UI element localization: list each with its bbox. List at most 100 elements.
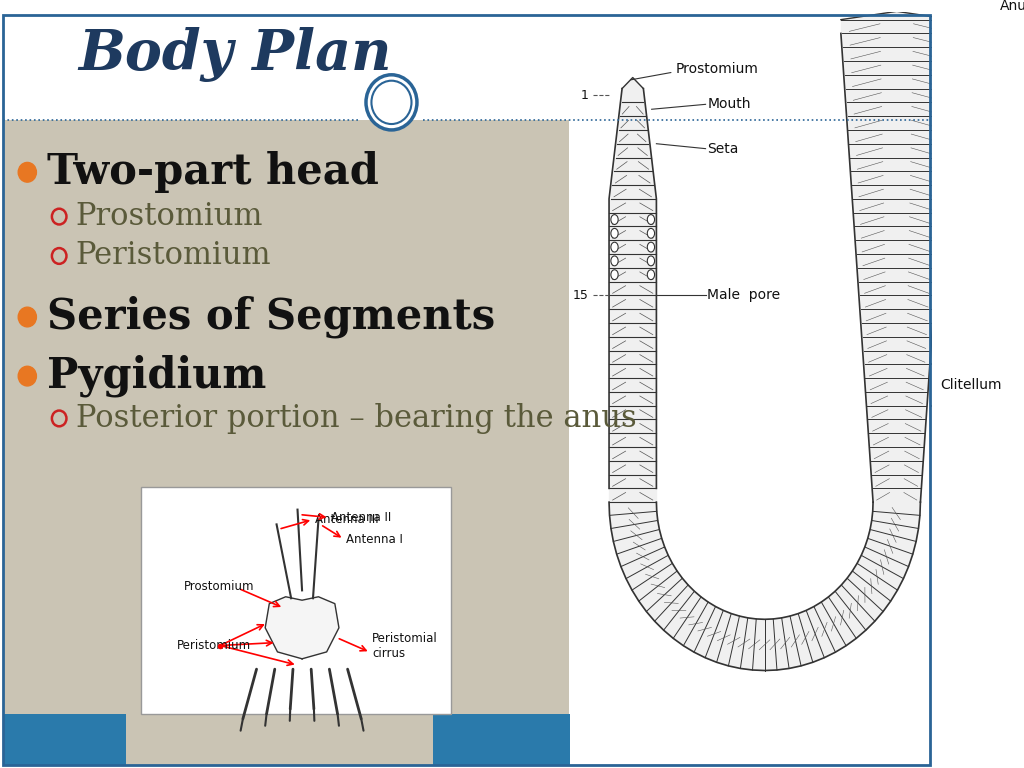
Polygon shape bbox=[609, 488, 656, 502]
Polygon shape bbox=[867, 406, 926, 419]
Polygon shape bbox=[846, 88, 948, 102]
Polygon shape bbox=[865, 378, 928, 392]
Polygon shape bbox=[861, 310, 933, 323]
Polygon shape bbox=[609, 502, 921, 670]
Polygon shape bbox=[869, 433, 925, 447]
Polygon shape bbox=[864, 364, 929, 378]
FancyBboxPatch shape bbox=[3, 713, 126, 765]
Polygon shape bbox=[841, 20, 952, 34]
Polygon shape bbox=[609, 364, 656, 378]
Polygon shape bbox=[609, 296, 656, 310]
Polygon shape bbox=[609, 282, 656, 296]
Polygon shape bbox=[609, 475, 656, 488]
FancyBboxPatch shape bbox=[3, 120, 569, 765]
Polygon shape bbox=[858, 268, 936, 282]
Text: Antenna III: Antenna III bbox=[314, 513, 379, 526]
Ellipse shape bbox=[647, 256, 654, 266]
Circle shape bbox=[372, 81, 412, 124]
Text: Anus: Anus bbox=[1000, 0, 1024, 12]
Polygon shape bbox=[609, 213, 656, 227]
Polygon shape bbox=[609, 392, 656, 406]
Polygon shape bbox=[852, 185, 941, 199]
Polygon shape bbox=[856, 240, 937, 254]
Polygon shape bbox=[622, 88, 643, 102]
Ellipse shape bbox=[611, 256, 618, 266]
Polygon shape bbox=[873, 488, 921, 502]
Polygon shape bbox=[609, 323, 656, 336]
FancyBboxPatch shape bbox=[141, 488, 451, 713]
Polygon shape bbox=[609, 254, 656, 268]
Polygon shape bbox=[612, 171, 653, 185]
Ellipse shape bbox=[611, 270, 618, 280]
Text: Peristomial
cirrus: Peristomial cirrus bbox=[372, 631, 438, 660]
Polygon shape bbox=[622, 78, 643, 88]
Polygon shape bbox=[859, 282, 935, 296]
Polygon shape bbox=[855, 227, 938, 240]
Polygon shape bbox=[609, 227, 656, 240]
Polygon shape bbox=[860, 296, 934, 310]
Polygon shape bbox=[849, 130, 945, 144]
Polygon shape bbox=[609, 447, 656, 461]
Text: Seta: Seta bbox=[708, 141, 738, 156]
Polygon shape bbox=[872, 475, 922, 488]
Polygon shape bbox=[857, 254, 937, 268]
Ellipse shape bbox=[647, 228, 654, 238]
Text: 1: 1 bbox=[582, 89, 589, 102]
Circle shape bbox=[18, 307, 37, 327]
Text: Pygidium: Pygidium bbox=[47, 355, 266, 397]
Polygon shape bbox=[618, 116, 646, 130]
Polygon shape bbox=[862, 323, 932, 336]
Polygon shape bbox=[848, 116, 946, 130]
Text: Peristomium: Peristomium bbox=[76, 240, 271, 271]
Text: Male  pore: Male pore bbox=[708, 288, 780, 303]
Polygon shape bbox=[614, 157, 651, 171]
Ellipse shape bbox=[611, 242, 618, 252]
Text: Prostomium: Prostomium bbox=[183, 580, 254, 593]
Text: Prostomium: Prostomium bbox=[76, 201, 263, 232]
Text: Mouth: Mouth bbox=[708, 98, 751, 111]
Ellipse shape bbox=[611, 228, 618, 238]
Polygon shape bbox=[844, 61, 950, 74]
Polygon shape bbox=[853, 199, 940, 213]
Polygon shape bbox=[609, 378, 656, 392]
Polygon shape bbox=[265, 597, 339, 659]
Polygon shape bbox=[610, 185, 654, 199]
Text: Series of Segments: Series of Segments bbox=[47, 296, 496, 338]
Polygon shape bbox=[609, 268, 656, 282]
Polygon shape bbox=[870, 447, 924, 461]
Polygon shape bbox=[609, 199, 656, 213]
Polygon shape bbox=[851, 171, 942, 185]
Circle shape bbox=[18, 366, 37, 386]
Circle shape bbox=[18, 162, 37, 182]
Circle shape bbox=[366, 74, 417, 130]
Ellipse shape bbox=[647, 214, 654, 224]
Polygon shape bbox=[845, 74, 949, 88]
Text: Two-part head: Two-part head bbox=[47, 151, 379, 194]
Polygon shape bbox=[863, 350, 930, 364]
Polygon shape bbox=[609, 406, 656, 419]
Ellipse shape bbox=[647, 242, 654, 252]
Polygon shape bbox=[849, 144, 944, 157]
Polygon shape bbox=[843, 47, 950, 61]
Polygon shape bbox=[621, 102, 645, 116]
Text: 15: 15 bbox=[573, 289, 589, 302]
Polygon shape bbox=[862, 336, 931, 350]
Polygon shape bbox=[854, 213, 939, 227]
Polygon shape bbox=[609, 336, 656, 350]
Polygon shape bbox=[609, 240, 656, 254]
Polygon shape bbox=[609, 419, 656, 433]
FancyBboxPatch shape bbox=[433, 713, 570, 765]
Text: Posterior portion – bearing the anus: Posterior portion – bearing the anus bbox=[76, 403, 636, 434]
Polygon shape bbox=[871, 461, 923, 475]
Polygon shape bbox=[847, 102, 947, 116]
Text: Antenna I: Antenna I bbox=[346, 533, 402, 545]
Text: Clitellum: Clitellum bbox=[941, 378, 1002, 392]
Polygon shape bbox=[609, 350, 656, 364]
Text: Peristomium: Peristomium bbox=[176, 639, 251, 652]
Polygon shape bbox=[866, 392, 927, 406]
Polygon shape bbox=[617, 130, 648, 144]
Polygon shape bbox=[841, 12, 952, 20]
Text: Antenna II: Antenna II bbox=[331, 511, 391, 524]
Polygon shape bbox=[868, 419, 925, 433]
Text: Prostomium: Prostomium bbox=[676, 62, 759, 76]
